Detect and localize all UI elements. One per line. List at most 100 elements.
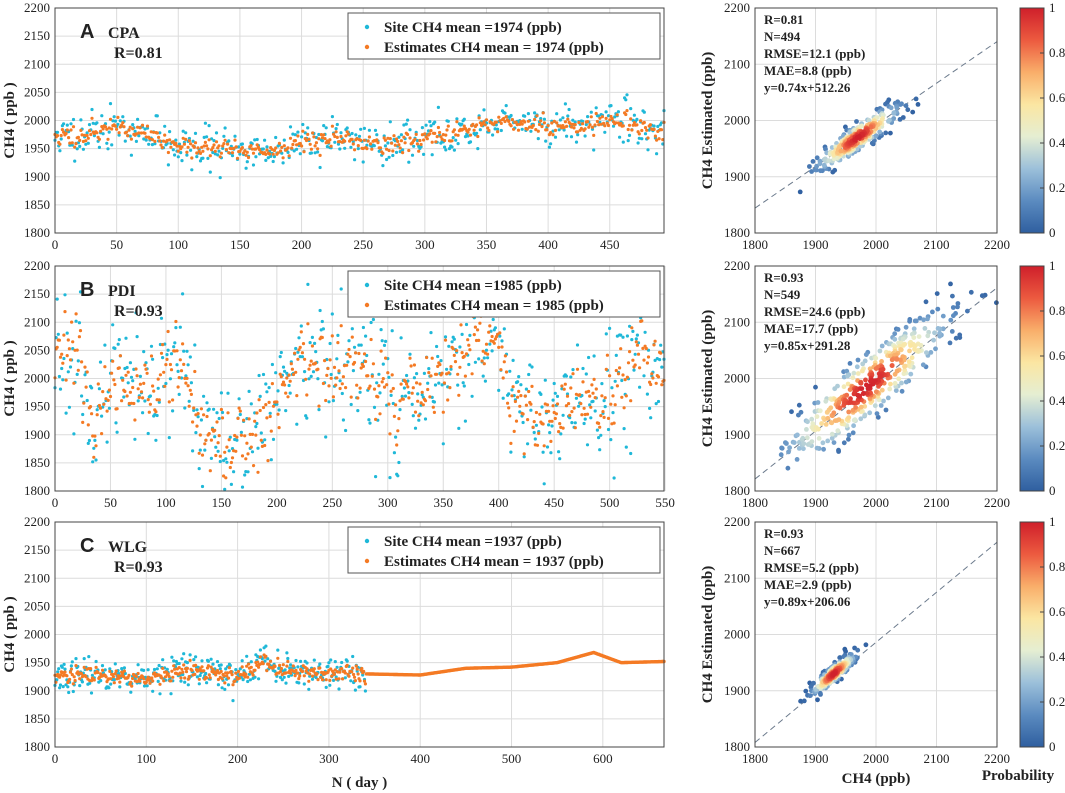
estimate-point (466, 338, 470, 342)
estimate-point (405, 382, 409, 386)
estimate-point (330, 334, 334, 338)
x-axis-label: N ( day ) (332, 775, 387, 791)
scatter-x-tick-label: 1800 (742, 237, 768, 252)
estimate-point (141, 396, 145, 400)
site-point (74, 657, 78, 661)
site-point (192, 408, 196, 412)
site-point (318, 165, 322, 170)
estimate-point (208, 154, 212, 158)
site-point (659, 121, 664, 125)
site-point (555, 394, 560, 398)
estimate-point (470, 372, 474, 376)
estimate-point (99, 129, 103, 133)
estimate-point (203, 442, 207, 446)
estimate-point (349, 395, 353, 399)
estimate-point (360, 666, 364, 671)
site-point (565, 392, 570, 396)
site-point (584, 372, 588, 376)
estimate-point (632, 121, 637, 125)
estimate-point (79, 672, 84, 676)
estimate-point (362, 669, 366, 674)
site-point (180, 657, 184, 661)
site-point (392, 451, 396, 455)
estimate-point (290, 367, 294, 371)
site-point (188, 653, 192, 657)
site-point (238, 412, 242, 417)
site-point (497, 388, 501, 392)
estimate-point (308, 672, 312, 676)
site-point (177, 142, 182, 146)
estimate-point (258, 408, 262, 413)
site-point (87, 438, 91, 443)
estimate-point (118, 680, 122, 684)
site-point (164, 381, 168, 386)
estimate-point (212, 143, 216, 147)
estimate-point (174, 319, 178, 324)
estimate-point (635, 123, 639, 127)
estimate-point (305, 667, 309, 671)
estimate-point (286, 659, 290, 664)
site-point (540, 405, 544, 409)
estimate-point (425, 137, 429, 141)
x-tick-label: 350 (477, 237, 497, 252)
estimate-point (300, 351, 304, 355)
site-point (420, 126, 424, 130)
density-point (917, 315, 923, 321)
estimate-point (410, 391, 414, 395)
estimate-point (181, 136, 185, 140)
estimate-point (93, 434, 97, 438)
estimate-point (338, 140, 342, 144)
x-tick-label: 0 (52, 751, 59, 766)
site-point (194, 431, 198, 435)
estimate-point (627, 123, 632, 127)
estimate-point (435, 372, 439, 376)
estimate-point (413, 137, 417, 141)
density-point (795, 432, 800, 438)
site-point (338, 379, 342, 383)
estimate-point (270, 382, 274, 386)
estimate-point (186, 384, 190, 388)
estimate-point (74, 142, 78, 146)
site-point (66, 370, 70, 374)
estimate-point (242, 418, 246, 422)
estimate-point (383, 138, 387, 142)
estimate-point (234, 671, 238, 675)
estimate-point (545, 128, 549, 132)
colorbar-tick-label: 0.2 (1049, 438, 1065, 453)
site-point (548, 431, 552, 435)
estimate-point (343, 139, 347, 143)
y-tick-label: 1850 (24, 197, 50, 212)
estimate-point (278, 670, 283, 674)
estimate-point (652, 127, 656, 131)
site-point (129, 690, 133, 694)
site-point (621, 140, 625, 144)
colorbar-tick-label: 0 (1049, 739, 1056, 754)
site-point (249, 402, 253, 406)
site-point (594, 106, 598, 110)
density-point (867, 410, 873, 416)
y-tick-label: 1850 (24, 711, 50, 726)
estimate-point (277, 426, 281, 430)
site-point (349, 145, 353, 149)
timeseries-frame (54, 7, 665, 234)
site-point (390, 329, 394, 333)
estimate-point (226, 676, 231, 680)
site-point (593, 409, 597, 413)
estimate-point (591, 391, 595, 395)
site-point (587, 355, 591, 360)
estimate-point (96, 382, 100, 386)
estimate-point (164, 363, 168, 367)
estimate-point (620, 395, 624, 399)
site-point (508, 369, 512, 373)
y-tick-label: 1950 (24, 141, 50, 156)
site-point (112, 678, 116, 682)
site-point (115, 430, 119, 434)
density-point (815, 400, 821, 405)
site-point (181, 292, 185, 296)
estimate-point (188, 388, 192, 392)
estimate-point (205, 676, 209, 680)
estimate-point (467, 343, 471, 347)
site-point (530, 365, 534, 369)
estimate-point (340, 382, 344, 386)
estimate-point (134, 132, 138, 136)
